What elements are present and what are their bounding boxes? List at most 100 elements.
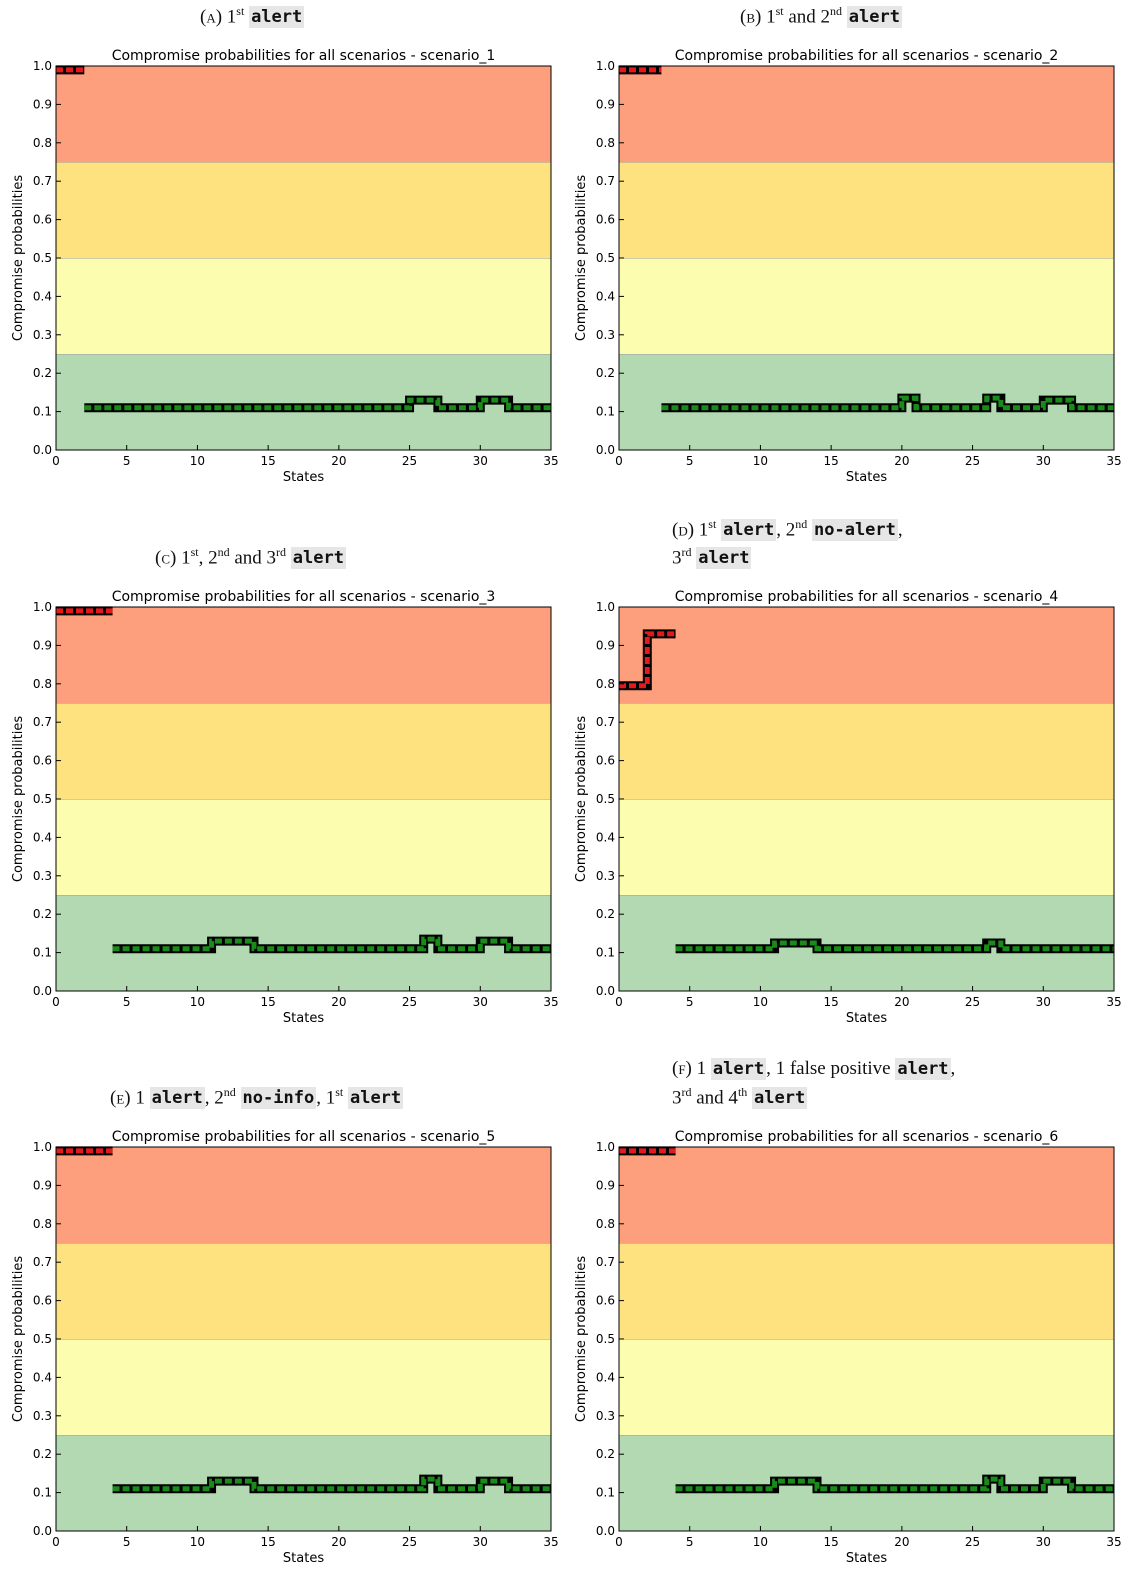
subfigure-caption: (e) 1 alert, 2nd no-info, 1st alert (110, 1085, 404, 1110)
caption-part: 1 (135, 1087, 150, 1109)
risk-band (619, 799, 1114, 895)
caption-part: rd (681, 1085, 692, 1099)
y-tick-label: 0.2 (33, 907, 52, 921)
risk-band (619, 1435, 1114, 1531)
caption-part: st (775, 4, 784, 18)
caption-part (236, 1087, 241, 1108)
x-tick-label: 15 (824, 1535, 839, 1549)
x-tick-label: 20 (331, 454, 346, 468)
caption-part: st (708, 517, 717, 531)
x-tick-label: 35 (543, 995, 558, 1009)
risk-band (56, 1147, 551, 1243)
chart-1: 0.0 0.1 0.2 0.3 0.4 0.5 0.6 0.7 0.8 0.9 1.0 0 5 10 15 2… (11, 48, 559, 485)
y-tick-label: 0.5 (596, 251, 615, 265)
y-tick-label: 0.5 (33, 792, 52, 806)
caption-tag: (a) (200, 6, 223, 28)
x-axis-label: States (283, 1011, 324, 1026)
y-tick-label: 0.1 (596, 1486, 615, 1500)
risk-band (619, 703, 1114, 799)
caption-part: 1 (696, 1058, 711, 1079)
caption-part: 1 (181, 547, 191, 569)
y-tick-label: 0.4 (596, 830, 615, 844)
risk-band (619, 1147, 1114, 1243)
series-line (675, 1476, 1114, 1492)
caption-part: , 2 (198, 547, 218, 569)
caption-part: and 4 (691, 1087, 738, 1109)
y-tick-label: 0.7 (33, 174, 52, 188)
y-tick-label: 0.4 (596, 1370, 615, 1384)
caption-part: nd (223, 1085, 236, 1099)
x-tick-label: 30 (1036, 1535, 1051, 1549)
x-tick-label: 25 (965, 454, 980, 468)
subfigure-caption-line2: 3rd alert (672, 545, 752, 570)
x-tick-label: 10 (753, 995, 768, 1009)
series-line (84, 397, 551, 411)
x-tick-label: 0 (52, 454, 60, 468)
subfigure-caption-line2: 3rd and 4th alert (672, 1085, 808, 1110)
y-axis-label: Compromise probabilities (11, 175, 26, 341)
risk-band (619, 1243, 1114, 1339)
y-tick-label: 0.3 (596, 869, 615, 883)
y-tick-label: 0.0 (596, 443, 615, 457)
x-tick-label: 25 (965, 995, 980, 1009)
risk-band (619, 895, 1114, 991)
series-line (675, 940, 1114, 952)
y-tick-label: 0.5 (596, 792, 615, 806)
y-tick-label: 1.0 (33, 600, 52, 614)
series-line (112, 1476, 551, 1492)
x-tick-label: 10 (753, 1535, 768, 1549)
y-tick-label: 0.6 (33, 1294, 52, 1308)
y-axis-label: Compromise probabilities (11, 716, 26, 882)
y-tick-label: 1.0 (596, 1140, 615, 1154)
y-tick-label: 0.2 (596, 1447, 615, 1461)
subfigure-caption: (d) 1st alert, 2nd no-alert, (672, 517, 903, 542)
subfigure-caption: (a) 1st alert (200, 4, 305, 29)
y-tick-label: 0.1 (33, 405, 52, 419)
risk-band (619, 258, 1114, 354)
y-tick-label: 1.0 (596, 59, 615, 73)
caption-part: nd (830, 4, 843, 18)
caption-part: and 3 (229, 547, 277, 569)
caption-part: rd (276, 545, 287, 559)
risk-band (619, 162, 1114, 258)
x-tick-label: 5 (686, 1535, 694, 1549)
y-tick-label: 0.1 (33, 946, 52, 960)
chart-title: Compromise probabilities for all scenari… (675, 48, 1059, 64)
risk-band (56, 1339, 551, 1435)
x-tick-label: 20 (331, 995, 346, 1009)
x-tick-label: 25 (402, 1535, 417, 1549)
y-tick-label: 0.3 (33, 328, 52, 342)
caption-part: nd (217, 545, 230, 559)
caption-tag: (e) (110, 1087, 131, 1109)
y-tick-label: 0.7 (33, 715, 52, 729)
chart-title: Compromise probabilities for all scenari… (675, 1129, 1059, 1145)
chart-title: Compromise probabilities for all scenari… (112, 1129, 496, 1145)
x-tick-label: 5 (686, 454, 694, 468)
chart-6: 0.0 0.1 0.2 0.3 0.4 0.5 0.6 0.7 0.8 0.9 1.0 0 5 10 15 2… (574, 1129, 1122, 1566)
x-tick-label: 25 (402, 995, 417, 1009)
y-tick-label: 0.8 (596, 136, 615, 150)
x-tick-label: 5 (123, 995, 131, 1009)
subfigure-caption: (c) 1st, 2nd and 3rd alert (155, 545, 346, 570)
x-tick-label: 35 (1106, 454, 1121, 468)
risk-band (56, 799, 551, 895)
x-tick-label: 30 (1036, 995, 1051, 1009)
chart-3: 0.0 0.1 0.2 0.3 0.4 0.5 0.6 0.7 0.8 0.9 1.0 0 5 10 15 2… (11, 589, 559, 1026)
y-tick-label: 0.0 (33, 1524, 52, 1538)
risk-band (56, 66, 551, 162)
y-tick-label: 0.8 (33, 1217, 52, 1231)
chart-2: 0.0 0.1 0.2 0.3 0.4 0.5 0.6 0.7 0.8 0.9 1.0 0 5 10 15 2… (574, 48, 1122, 485)
y-tick-label: 0.6 (33, 213, 52, 227)
caption-part: st (190, 545, 199, 559)
x-tick-label: 20 (894, 995, 909, 1009)
caption-part: no-alert (812, 519, 898, 542)
caption-tag: (b) (740, 6, 762, 28)
y-tick-label: 0.8 (33, 677, 52, 691)
x-tick-label: 30 (1036, 454, 1051, 468)
caption-part: 3 (672, 547, 682, 569)
subfigure-caption: (f) 1 alert, 1 false positive alert, (672, 1058, 955, 1080)
caption-part: alert (149, 1087, 205, 1110)
y-tick-label: 0.2 (33, 366, 52, 380)
caption-part: , (950, 1058, 956, 1079)
caption-part: 1 (766, 6, 776, 28)
